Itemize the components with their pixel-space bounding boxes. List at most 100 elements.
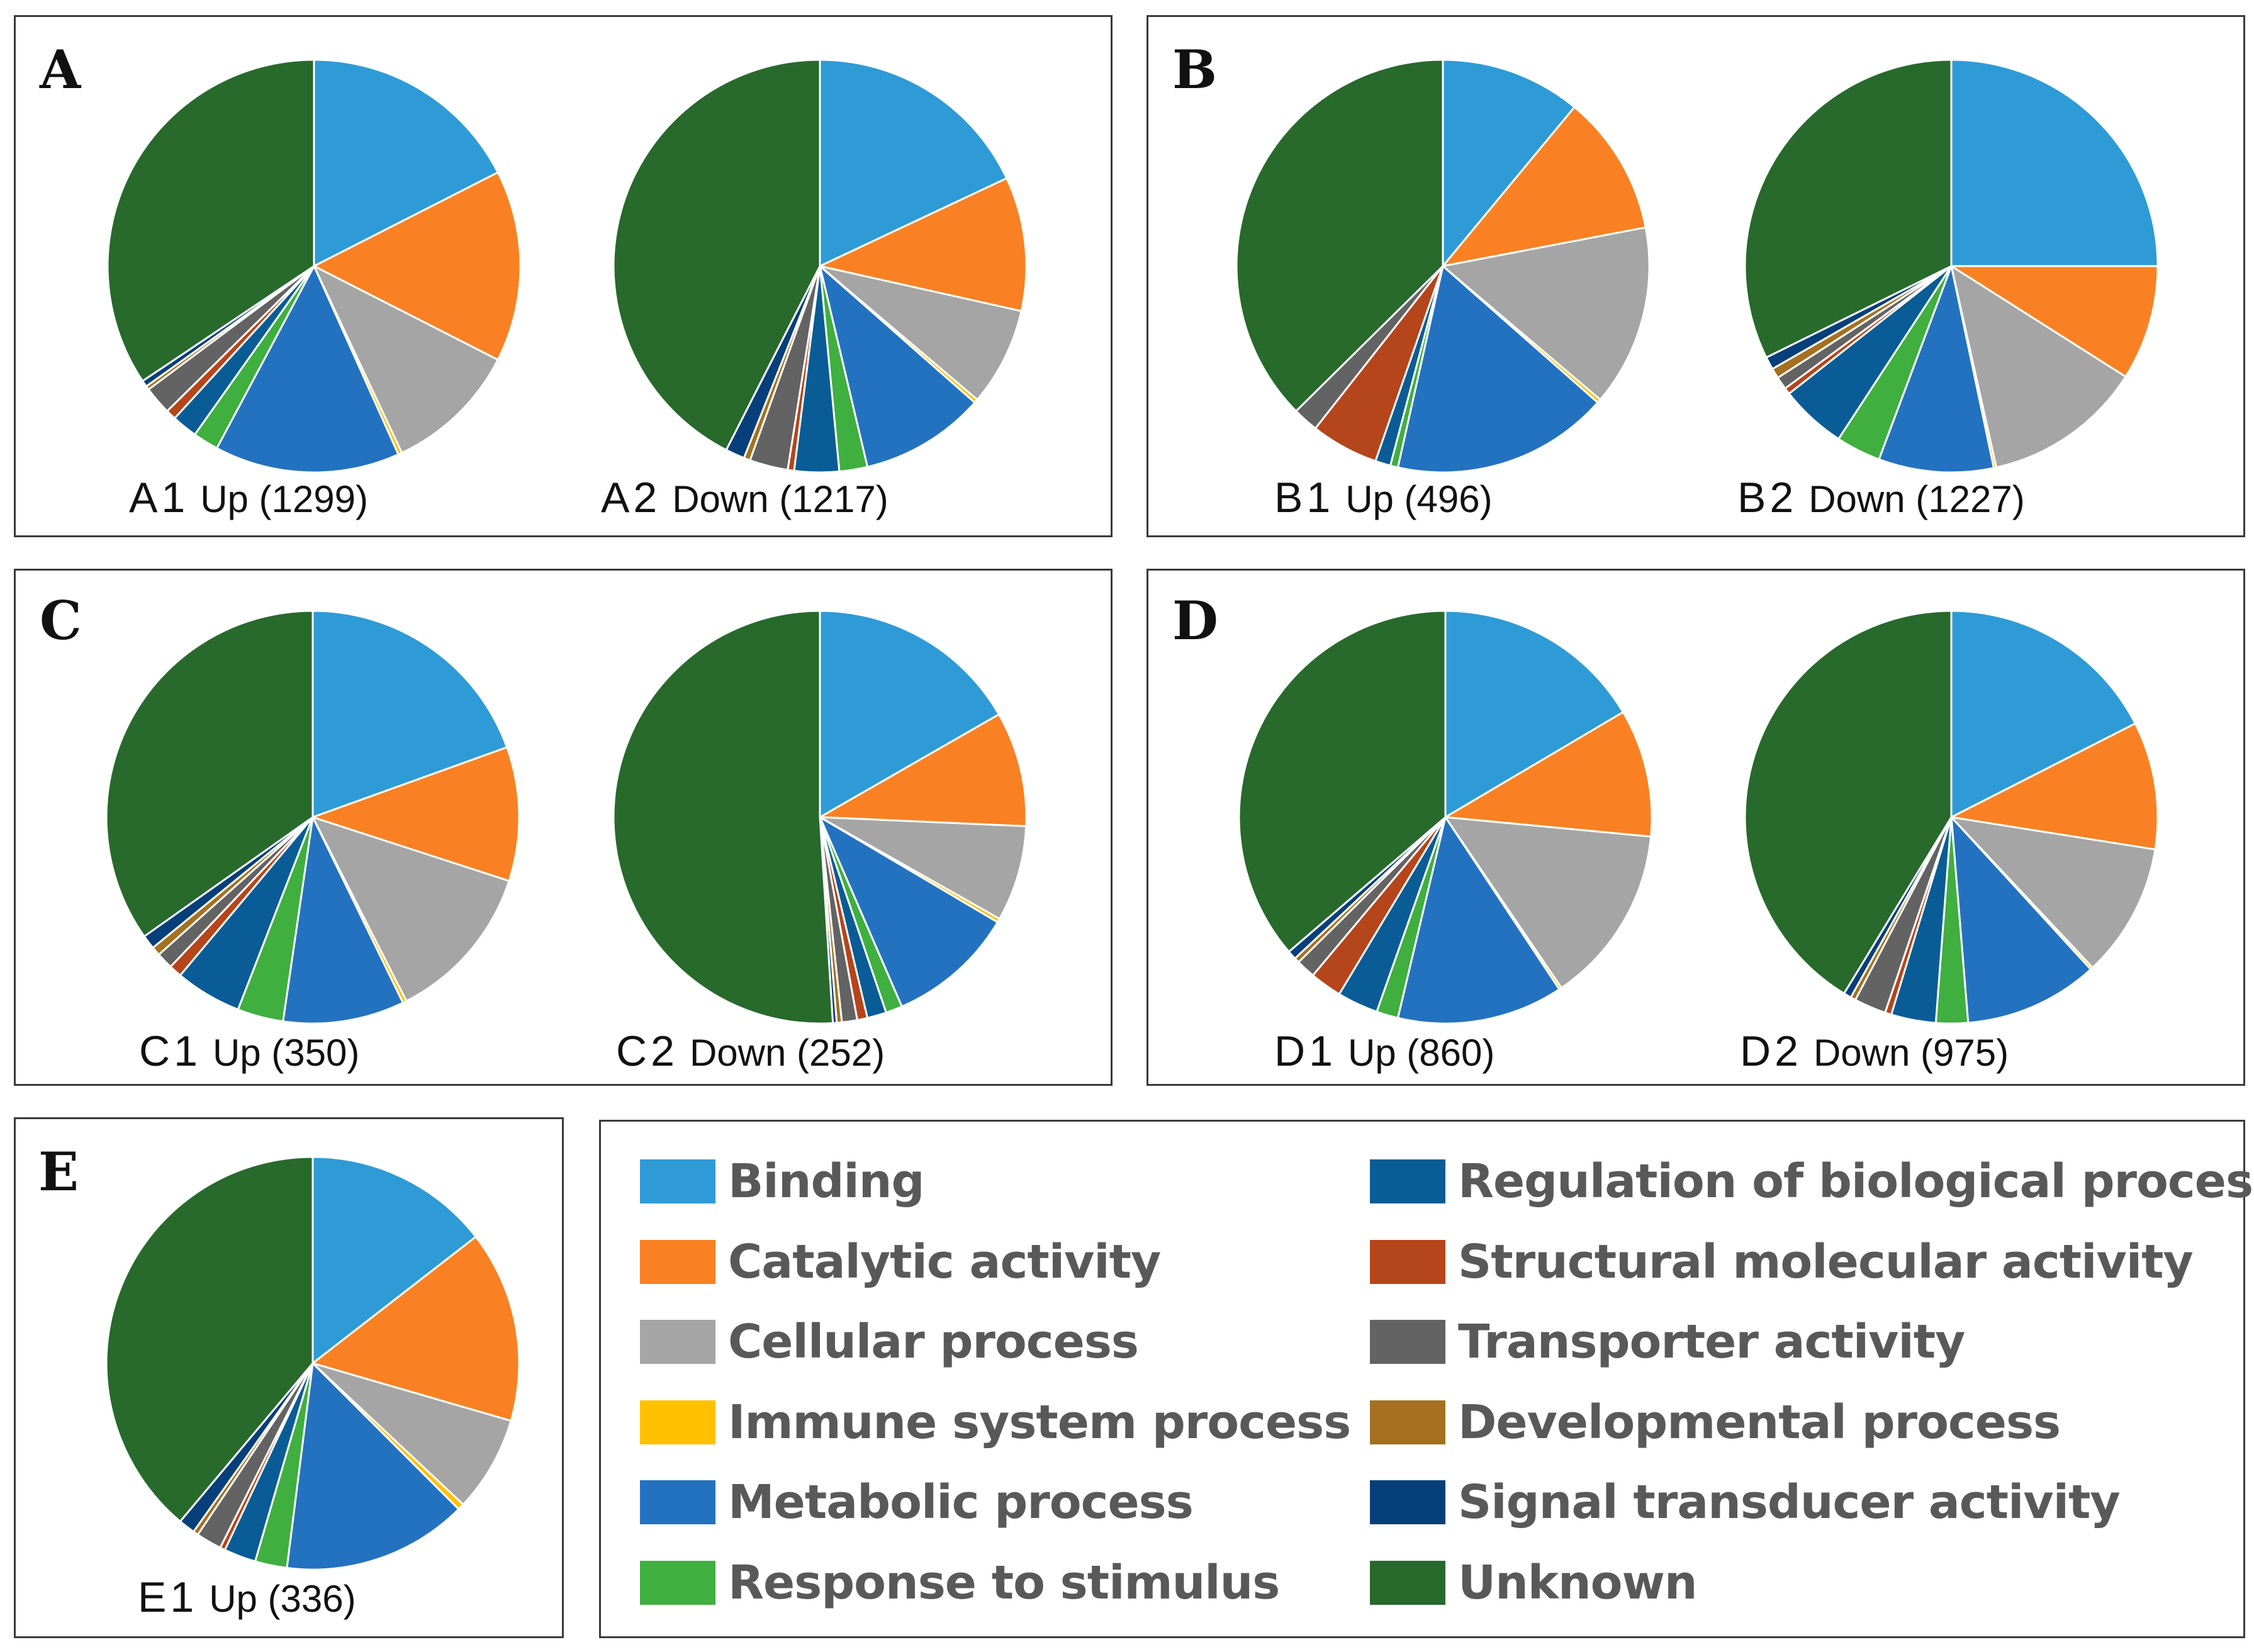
pie-slice-cellular-process — [819, 816, 1028, 920]
pie-slice-unknown — [1744, 59, 1953, 359]
legend-item-developmental-process: Developmental process — [1370, 1395, 2061, 1449]
legend-swatch — [640, 1561, 715, 1605]
pie-description: Up (350) — [212, 1032, 360, 1074]
pie-slice-cellular-process — [1444, 816, 1652, 989]
panel-letter: B — [1172, 38, 1217, 101]
pie-chart-b1 — [1235, 59, 1651, 474]
pie-description: Down (1217) — [672, 478, 889, 520]
pie-chart-c1 — [105, 610, 520, 1025]
panel-a: A A1 Up (1299) A2 Down (1217) — [14, 15, 1113, 537]
pie-description: Up (336) — [209, 1578, 356, 1620]
legend-swatch — [1370, 1480, 1445, 1524]
pie-slice-binding — [1950, 59, 2159, 267]
pie-slice-unknown — [612, 59, 821, 451]
pie-caption-d2: D2 Down (975) — [1740, 1030, 2009, 1073]
pie-caption-c1: C1 Up (350) — [139, 1030, 359, 1073]
pie-slice-metabolic-process — [1396, 816, 1561, 1025]
pie-chart-b2 — [1744, 59, 2159, 474]
pie-code: C1 — [139, 1027, 201, 1075]
legend-label: Response to stimulus — [728, 1556, 1280, 1610]
pie-slice-unknown — [106, 59, 315, 382]
pie-slice-cellular-process — [1950, 265, 2127, 469]
pie-caption-b2: B2 Down (1227) — [1737, 476, 2025, 519]
legend-swatch — [640, 1320, 715, 1364]
legend-swatch — [640, 1240, 715, 1284]
legend-label: Structural molecular activity — [1458, 1235, 2194, 1289]
legend-swatch — [1370, 1561, 1445, 1605]
panel-b: B B1 Up (496) B2 Down (1227) — [1147, 15, 2245, 537]
pie-slice-unknown — [105, 1156, 314, 1522]
pie-caption-a1: A1 Up (1299) — [129, 476, 368, 519]
panel-letter: C — [40, 589, 82, 652]
legend-label: Metabolic process — [728, 1475, 1194, 1529]
legend-label: Developmental process — [1458, 1395, 2061, 1449]
pie-slice-catalytic-activity — [1442, 106, 1647, 267]
panel-d: D D1 Up (860) D2 Down (975) — [1147, 569, 2245, 1086]
legend-item-structural-molecular-activity: Structural molecular activity — [1370, 1235, 2194, 1289]
legend-label: Signal transducer activity — [1458, 1475, 2121, 1529]
pie-slice-binding — [1442, 59, 1576, 267]
pie-chart-a2 — [612, 59, 1028, 474]
pie-code: B2 — [1737, 474, 1798, 522]
pie-slice-unknown — [1238, 610, 1447, 953]
legend-item-cellular-process: Cellular process — [640, 1315, 1139, 1369]
pie-code: E1 — [138, 1573, 198, 1621]
pie-slice-metabolic-process — [286, 1362, 460, 1571]
legend-item-immune-system-process: Immune system process — [640, 1395, 1351, 1449]
panel-e: E E1 Up (336) — [14, 1117, 564, 1638]
legend-swatch — [640, 1480, 715, 1524]
pie-caption-b1: B1 Up (496) — [1274, 476, 1493, 519]
legend-item-binding: Binding — [640, 1154, 924, 1208]
legend-item-transporter-activity: Transporter activity — [1370, 1315, 1965, 1369]
pie-slice-catalytic-activity — [1950, 265, 2159, 378]
pie-slice-binding — [313, 59, 499, 267]
legend-label: Binding — [728, 1154, 924, 1208]
pie-code: A2 — [601, 474, 661, 522]
legend-item-metabolic-process: Metabolic process — [640, 1475, 1194, 1529]
pie-code: C2 — [616, 1027, 678, 1075]
pie-slice-metabolic-process — [1396, 265, 1599, 474]
legend: Binding Catalytic activity Cellular proc… — [599, 1120, 2254, 1638]
panel-letter: E — [38, 1141, 79, 1203]
pie-slice-catalytic-activity — [311, 746, 520, 882]
pie-caption-a2: A2 Down (1217) — [601, 476, 889, 519]
pie-slice-binding — [1950, 610, 2136, 818]
pie-caption-d1: D1 Up (860) — [1274, 1030, 1494, 1073]
legend-label: Cellular process — [728, 1315, 1139, 1369]
pie-description: Up (860) — [1347, 1032, 1495, 1074]
pie-slice-binding — [819, 610, 1000, 818]
pie-code: A1 — [129, 474, 189, 522]
legend-swatch — [1370, 1400, 1445, 1444]
pie-chart-c2 — [612, 610, 1028, 1025]
pie-slice-catalytic-activity — [313, 171, 522, 361]
pie-slice-metabolic-process — [1950, 816, 2092, 1024]
legend-swatch — [1370, 1320, 1445, 1364]
pie-slice-catalytic-activity — [1444, 711, 1653, 838]
pie-code: D2 — [1740, 1027, 1802, 1075]
pie-slice-cellular-process — [819, 265, 1023, 401]
legend-label: Catalytic activity — [728, 1235, 1161, 1289]
pie-slice-metabolic-process — [819, 265, 976, 468]
legend-label: Unknown — [1458, 1556, 1698, 1610]
pie-code: D1 — [1274, 1027, 1337, 1075]
pie-slice-metabolic-process — [1878, 265, 1995, 474]
pie-slice-unknown — [612, 610, 834, 1025]
legend-label: Immune system process — [728, 1395, 1351, 1449]
pie-description: Up (1299) — [200, 478, 368, 520]
pie-slice-catalytic-activity — [1950, 722, 2159, 851]
legend-item-response-to-stimulus: Response to stimulus — [640, 1556, 1280, 1610]
pie-slice-binding — [1444, 610, 1624, 818]
pie-slice-catalytic-activity — [819, 177, 1028, 313]
pie-description: Down (252) — [689, 1032, 885, 1074]
pie-slice-metabolic-process — [216, 265, 400, 474]
pie-code: B1 — [1274, 474, 1335, 522]
legend-swatch — [1370, 1240, 1445, 1284]
legend-label: Transporter activity — [1458, 1315, 1965, 1369]
pie-slice-unknown — [1235, 59, 1444, 412]
legend-item-regulation-of-biological-process: Regulation of biological process — [1370, 1154, 2254, 1208]
pie-slice-cellular-process — [311, 816, 510, 1002]
pie-slice-catalytic-activity — [819, 713, 1028, 827]
pie-slice-cellular-process — [313, 265, 499, 454]
legend-label: Regulation of biological process — [1458, 1154, 2254, 1208]
legend-swatch — [640, 1400, 715, 1444]
